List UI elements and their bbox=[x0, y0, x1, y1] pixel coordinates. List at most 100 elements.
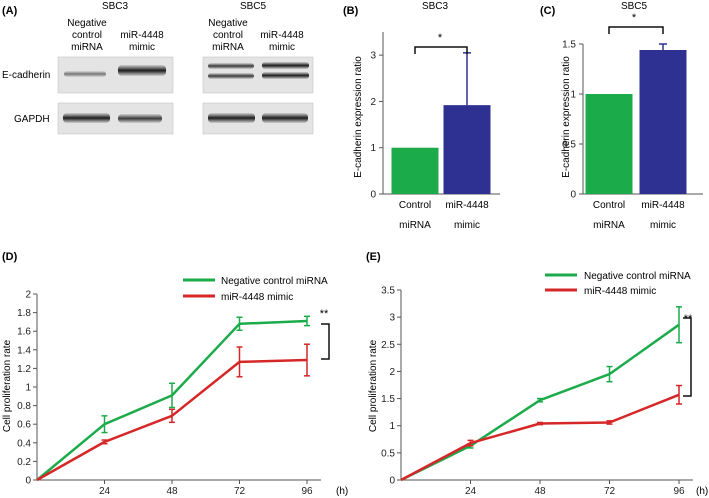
cell-line-label-sbc5: SBC5 bbox=[240, 1, 267, 12]
panel-a: (A) SBC3 SBC5 Negative control miRNA miR… bbox=[2, 1, 314, 135]
lane-label: miRNA bbox=[212, 42, 244, 53]
band bbox=[64, 71, 106, 77]
y-tick-label: 0 bbox=[389, 476, 395, 487]
x-tick-label: 72 bbox=[604, 486, 616, 497]
y-tick-label: 3 bbox=[389, 313, 395, 324]
bar bbox=[391, 147, 439, 194]
line-chart-e: (E) Cell proliferation rate (h) Negative… bbox=[366, 251, 708, 497]
significance-bracket bbox=[321, 323, 330, 360]
y-tick-label: 0.6 bbox=[17, 420, 31, 431]
x-tick-label: mimic bbox=[650, 220, 676, 231]
y-tick-label: 2 bbox=[370, 97, 376, 108]
y-tick-label: 2.5 bbox=[381, 340, 395, 351]
y-tick-label: 0.2 bbox=[17, 457, 31, 468]
band bbox=[262, 62, 309, 69]
x-tick-label: miRNA bbox=[399, 220, 431, 231]
lane-labels: Negative control miRNA miR-4448 mimic Ne… bbox=[67, 18, 304, 53]
bar bbox=[443, 105, 491, 194]
band bbox=[262, 72, 309, 79]
panel-label-a: (A) bbox=[2, 5, 18, 17]
x-tick-label: 24 bbox=[99, 486, 111, 497]
y-tick-label: 0.8 bbox=[17, 401, 31, 412]
y-tick-label: 3 bbox=[370, 51, 376, 62]
y-tick-label: 1 bbox=[370, 143, 376, 154]
band bbox=[63, 113, 110, 123]
significance-bracket bbox=[414, 46, 468, 54]
chart-title: SBC3 bbox=[422, 1, 449, 12]
band bbox=[208, 63, 254, 69]
y-tick-label: 2 bbox=[25, 290, 31, 301]
panel-label-b: (B) bbox=[343, 5, 359, 17]
x-tick-label: 48 bbox=[166, 486, 178, 497]
panel-label-d: (D) bbox=[2, 251, 18, 263]
x-tick-label: miR-4448 bbox=[641, 200, 685, 211]
series-line-1 bbox=[400, 393, 680, 482]
band bbox=[118, 65, 166, 76]
significance-marker: * bbox=[632, 12, 637, 24]
significance-bracket bbox=[683, 317, 692, 397]
y-tick-label: 1.6 bbox=[17, 327, 31, 338]
legend-label-mir-4448: miR-4448 mimic bbox=[584, 286, 656, 297]
band bbox=[118, 114, 162, 123]
line-chart-d: (D) Cell proliferation rate (h) Negative… bbox=[2, 251, 348, 497]
y-tick-label: 1 bbox=[25, 383, 31, 394]
y-tick-label: 1 bbox=[570, 90, 576, 101]
y-tick-label: 2 bbox=[389, 367, 395, 378]
legend-label-negative-control: Negative control miRNA bbox=[584, 271, 691, 282]
significance-marker: ** bbox=[320, 308, 329, 320]
y-tick-label: 3.5 bbox=[381, 286, 395, 297]
x-tick-label: miR-4448 bbox=[445, 200, 489, 211]
lane-label: control bbox=[72, 30, 102, 41]
y-tick-label: 1.4 bbox=[17, 345, 31, 356]
y-tick-label: 1.5 bbox=[562, 40, 576, 51]
y-tick-label: 1.5 bbox=[381, 394, 395, 405]
cell-line-label-sbc3: SBC3 bbox=[102, 1, 129, 12]
y-tick-label: 0 bbox=[570, 190, 576, 201]
lane-label: miR-4448 bbox=[120, 30, 164, 41]
significance-marker: * bbox=[438, 32, 443, 44]
lane-label: mimic bbox=[129, 42, 155, 53]
y-tick-label: 0.5 bbox=[381, 448, 395, 459]
band bbox=[208, 73, 254, 79]
bar bbox=[585, 94, 633, 194]
significance-marker: ** bbox=[684, 313, 693, 325]
lane-label: Negative bbox=[208, 18, 248, 29]
legend-label-negative-control: Negative control miRNA bbox=[221, 276, 328, 287]
y-tick-label: 0 bbox=[370, 190, 376, 201]
x-tick-label: Control bbox=[593, 200, 625, 211]
y-axis-label: E-cadherin expression ratio bbox=[561, 56, 572, 178]
y-tick-label: 1.2 bbox=[17, 364, 31, 375]
x-tick-label: 96 bbox=[673, 486, 685, 497]
panel-label-c: (C) bbox=[540, 5, 556, 17]
y-axis-label: Cell proliferation rate bbox=[368, 339, 379, 432]
x-axis-unit-label: (h) bbox=[336, 486, 348, 497]
y-axis-label: Cell proliferation rate bbox=[2, 339, 13, 432]
panel-label-e: (E) bbox=[366, 251, 381, 263]
x-tick-label: 24 bbox=[465, 486, 477, 497]
x-axis-unit-label: (h) bbox=[696, 486, 708, 497]
x-tick-label: mimic bbox=[454, 220, 480, 231]
bar-chart-sbc5: (C) SBC5 E-cadherin expression ratio Con… bbox=[540, 1, 703, 231]
lane-label: miR-4448 bbox=[260, 30, 304, 41]
x-tick-label: 48 bbox=[534, 486, 546, 497]
row-label-ecadherin: E-cadherin bbox=[2, 70, 50, 81]
lane-label: mimic bbox=[269, 42, 295, 53]
x-tick-label: Control bbox=[399, 200, 431, 211]
y-tick-label: 0 bbox=[25, 476, 31, 487]
x-tick-label: 96 bbox=[301, 486, 313, 497]
lane-label: miRNA bbox=[71, 42, 103, 53]
y-tick-label: 0.4 bbox=[17, 438, 31, 449]
significance-bracket bbox=[608, 26, 664, 34]
y-tick-label: 0.5 bbox=[562, 140, 576, 151]
y-tick-label: 1 bbox=[389, 421, 395, 432]
bar-chart-sbc3: (B) SBC3 E-cadherin expression ratio Con… bbox=[343, 1, 500, 231]
y-axis-label: E-cadherin expression ratio bbox=[353, 56, 364, 178]
row-label-gapdh: GAPDH bbox=[14, 114, 50, 125]
x-tick-label: 72 bbox=[234, 486, 246, 497]
y-tick-label: 1.8 bbox=[17, 308, 31, 319]
band bbox=[208, 113, 255, 123]
chart-title: SBC5 bbox=[621, 1, 648, 12]
band bbox=[262, 113, 308, 123]
lane-label: Negative bbox=[67, 18, 107, 29]
